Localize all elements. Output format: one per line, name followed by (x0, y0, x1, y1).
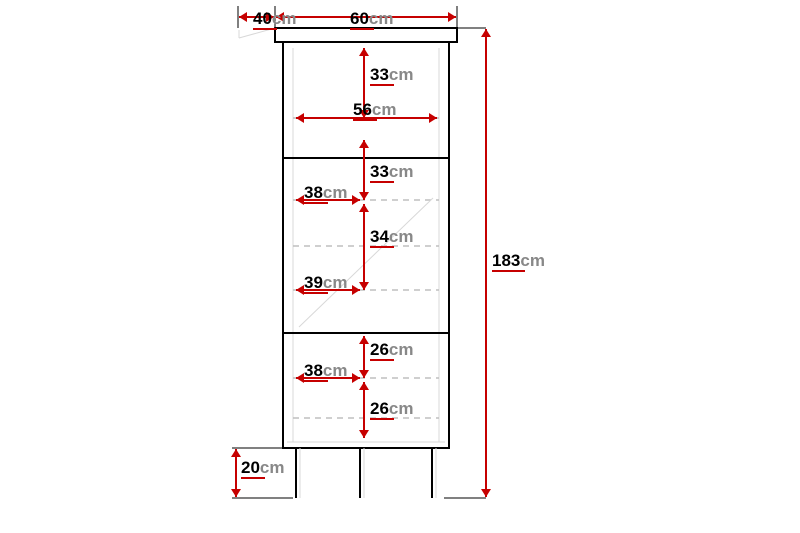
dim-unit: cm (369, 9, 394, 28)
dim-unit: cm (389, 399, 414, 418)
dim-value: 183 (492, 251, 520, 270)
dim-top_depth: 40cm (253, 10, 297, 27)
dim-value: 26 (370, 340, 389, 359)
dim-value: 33 (370, 162, 389, 181)
dim-underline (304, 202, 328, 204)
dim-unit: cm (389, 340, 414, 359)
dim-unit: cm (389, 65, 414, 84)
dim-value: 40 (253, 9, 272, 28)
dim-underline (304, 380, 328, 382)
dim-unit: cm (323, 361, 348, 380)
dim-value: 56 (353, 100, 372, 119)
dim-unit: cm (372, 100, 397, 119)
dim-unit: cm (272, 9, 297, 28)
dim-value: 34 (370, 227, 389, 246)
dim-underline (304, 292, 328, 294)
dim-unit: cm (260, 458, 285, 477)
diagram-stage: 40cm60cm33cm56cm33cm38cm34cm39cm38cm26cm… (0, 0, 800, 533)
dim-underline (370, 418, 394, 420)
dim-underline (370, 246, 394, 248)
dim-underline (370, 181, 394, 183)
dim-shelf_26b: 26cm (370, 400, 414, 417)
dim-value: 38 (304, 183, 323, 202)
dim-unit: cm (389, 227, 414, 246)
dim-height_183: 183cm (492, 252, 545, 269)
dim-shelf_38b: 38cm (304, 362, 348, 379)
dim-underline (370, 84, 394, 86)
dim-value: 33 (370, 65, 389, 84)
dim-shelf_34: 34cm (370, 228, 414, 245)
dim-underline (370, 359, 394, 361)
dim-underline (353, 119, 377, 121)
dim-shelf_38a: 38cm (304, 184, 348, 201)
dim-underline (241, 477, 265, 479)
dim-underline (253, 28, 277, 30)
dim-unit: cm (520, 251, 545, 270)
dim-shelf_33a: 33cm (370, 66, 414, 83)
dim-unit: cm (323, 183, 348, 202)
dim-unit: cm (389, 162, 414, 181)
dim-value: 20 (241, 458, 260, 477)
dim-underline (492, 270, 525, 272)
dim-shelf_26a: 26cm (370, 341, 414, 358)
dim-unit: cm (323, 273, 348, 292)
dim-leg_20: 20cm (241, 459, 285, 476)
dim-value: 26 (370, 399, 389, 418)
dim-shelf_56: 56cm (353, 101, 397, 118)
dim-top_width: 60cm (350, 10, 394, 27)
dim-value: 39 (304, 273, 323, 292)
dim-underline (350, 28, 374, 30)
dim-shelf_33b: 33cm (370, 163, 414, 180)
dim-value: 60 (350, 9, 369, 28)
dim-value: 38 (304, 361, 323, 380)
dim-shelf_39: 39cm (304, 274, 348, 291)
